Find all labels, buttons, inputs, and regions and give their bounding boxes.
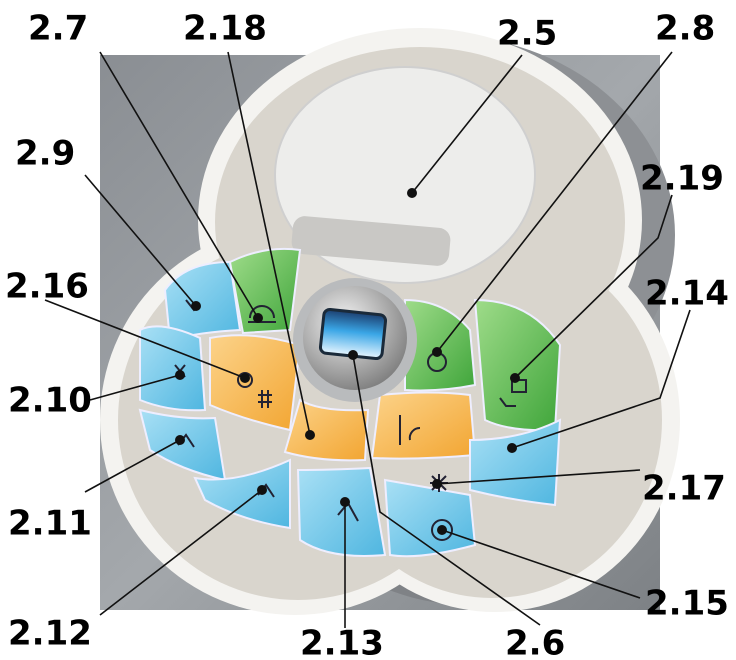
leader-line [84,174,197,307]
leader-dot [348,350,358,360]
icon [399,415,421,445]
callout-label: 2.10 [8,381,92,421]
leader-dot [175,370,185,380]
callout-label: 2.13 [300,624,384,660]
center-knob [293,278,417,402]
callout-label: 2.6 [505,624,565,660]
leader-dot [340,497,350,507]
leader-line [411,54,523,194]
leader-line [99,489,263,616]
leader-line [514,194,673,379]
leader-dot [432,347,442,357]
button-blue [139,325,207,412]
leader-line [436,51,673,353]
callout-label: 2.7 [28,9,88,49]
callout-label: 2.14 [645,274,729,314]
callout-label: 2.8 [655,9,715,49]
callout-label: 2.5 [497,14,557,54]
leader-line [84,439,181,493]
leader-line [99,51,259,319]
leader-dot [305,430,315,440]
icon [499,379,527,407]
callout-label: 2.19 [640,159,724,199]
button-green [228,247,302,335]
button-green [404,298,477,392]
callout-label: 2.16 [5,267,89,307]
leader-line [511,309,691,449]
icon [248,305,276,323]
callout-label: 2.9 [15,134,75,174]
leader-dot [432,479,442,489]
leader-dot [437,525,447,535]
callout-label: 2.15 [645,584,729,624]
callout-labels: 2.7 2.18 2.5 2.8 2.9 2.19 2.16 2.14 2.10… [5,9,729,660]
leader-line [227,51,311,436]
leader-line [441,529,641,599]
button-orange [370,391,477,460]
display-slot [291,216,451,266]
leader-dot [507,443,517,453]
callout-label: 2.11 [8,504,92,544]
button-blue [383,478,477,558]
leader-line [436,469,641,485]
leader-line [44,299,246,379]
leader-dots [175,188,520,535]
leader-line [352,354,541,626]
button-orange [209,334,302,432]
leader-line [89,374,181,401]
button-green [473,298,562,432]
leader-dot [510,373,520,383]
icon [431,519,453,541]
leader-dot [257,485,267,495]
icon [258,390,272,408]
callout-label: 2.17 [642,469,726,509]
callout-label: 2.18 [183,9,267,49]
leader-dot [240,373,250,383]
leader-lines [44,51,691,628]
leader-dot [191,301,201,311]
button-blue [469,418,562,507]
leader-dot [253,313,263,323]
button-blue [193,458,291,530]
leader-dot [175,435,185,445]
leader-dot [407,188,417,198]
callout-label: 2.12 [8,614,92,654]
